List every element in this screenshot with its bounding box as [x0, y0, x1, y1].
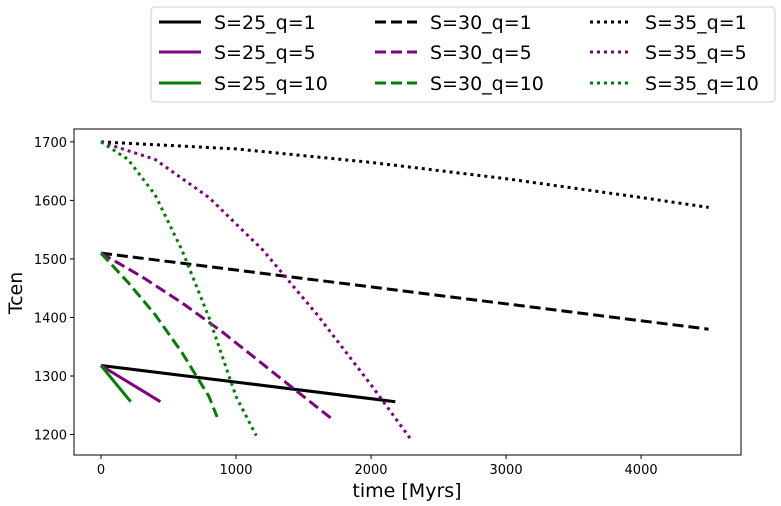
series-line-S=25_q=1	[100, 364, 396, 404]
legend-label-S=25_q=10: S=25_q=10	[214, 73, 328, 95]
legend: S=25_q=1 S=25_q=5 S=25_q=10 S=30_q=1 S=30_q=…	[150, 6, 776, 103]
y-tick-label: 1500	[34, 253, 67, 268]
legend-label-S=25_q=1: S=25_q=1	[214, 12, 316, 34]
series-line-S=30_q=1	[100, 251, 709, 331]
plot-area: 0 1000 2000 3000 4000 1200 1300 1400 1500 1600 170…	[34, 128, 742, 478]
x-axis-label: time [Myrs]	[352, 480, 461, 502]
series-line-S=35_q=1	[100, 140, 709, 209]
series-line-S=30_q=10	[99, 252, 219, 418]
plot-frame	[73, 128, 742, 456]
legend-label-S=35_q=1: S=35_q=1	[645, 12, 747, 34]
legend-label-S=25_q=5: S=25_q=5	[214, 42, 316, 64]
y-tick-label: 1600	[34, 194, 67, 209]
legend-label-S=35_q=10: S=35_q=10	[645, 73, 759, 95]
series-line-S=25_q=5	[100, 364, 162, 403]
legend-label-S=30_q=1: S=30_q=1	[430, 12, 532, 34]
y-tick-label: 1400	[34, 311, 67, 326]
x-tick-label: 1000	[219, 463, 252, 478]
series-line-S=35_q=10	[100, 140, 258, 437]
y-tick-label: 1200	[34, 429, 67, 444]
legend-label-S=30_q=5: S=30_q=5	[430, 42, 532, 64]
x-tick-label: 0	[97, 463, 105, 478]
series-line-S=30_q=5	[100, 251, 335, 422]
legend-box	[150, 6, 776, 103]
x-tick-label: 4000	[625, 463, 658, 478]
legend-label-S=30_q=10: S=30_q=10	[430, 73, 544, 95]
legend-label-S=35_q=5: S=35_q=5	[645, 42, 747, 64]
y-tick-label: 1700	[34, 136, 67, 151]
series-line-S=25_q=10	[99, 364, 132, 403]
y-axis-label: Tcen	[5, 272, 27, 316]
x-tick-label: 3000	[490, 463, 523, 478]
x-tick-label: 2000	[354, 463, 387, 478]
series-line-S=35_q=5	[100, 140, 413, 442]
y-tick-label: 1300	[34, 370, 67, 385]
